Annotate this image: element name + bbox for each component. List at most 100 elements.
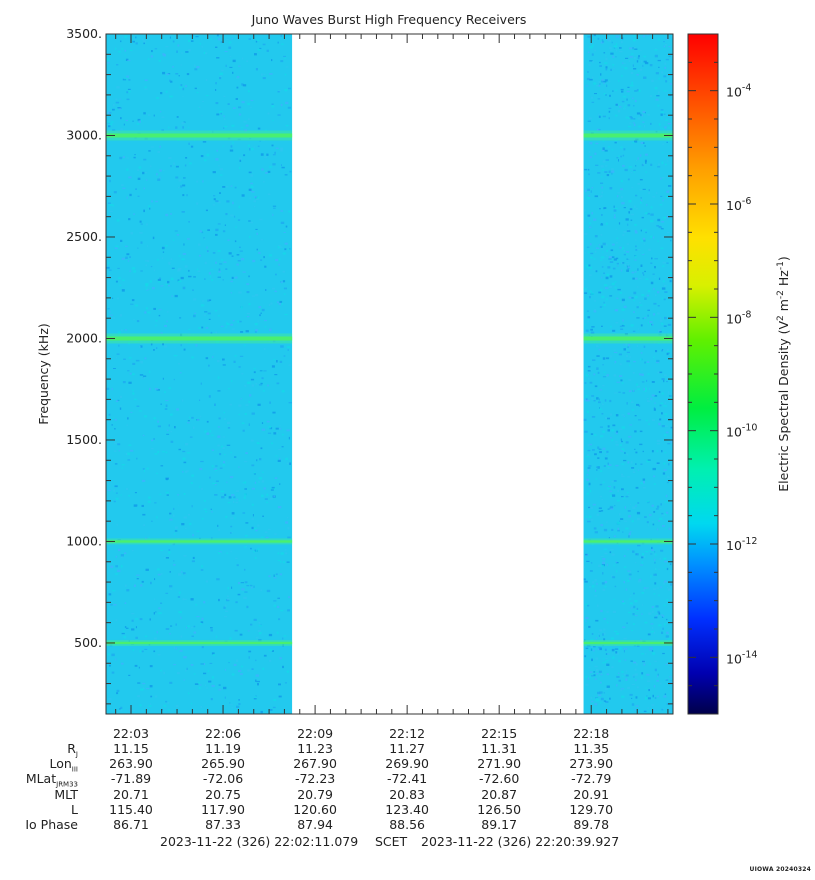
noise-speck: [235, 557, 238, 560]
noise-speck: [165, 477, 169, 480]
noise-speck: [591, 675, 594, 677]
noise-speck: [217, 315, 220, 317]
noise-speck: [262, 43, 266, 46]
noise-speck: [174, 426, 176, 429]
noise-speck: [642, 237, 646, 240]
noise-speck: [639, 430, 643, 433]
noise-speck: [250, 147, 254, 151]
noise-speck: [605, 658, 608, 660]
noise-speck: [243, 596, 247, 599]
noise-speck: [653, 356, 655, 359]
noise-speck: [120, 40, 122, 43]
noise-speck: [663, 75, 667, 78]
noise-speck: [113, 604, 117, 606]
noise-speck: [116, 524, 118, 526]
ephemeris-value: 271.90: [477, 756, 522, 772]
noise-speck: [623, 324, 625, 326]
noise-speck: [585, 329, 589, 332]
noise-speck: [616, 675, 620, 678]
ephemeris-label: LonIII: [49, 756, 78, 774]
noise-speck: [642, 486, 646, 489]
noise-speck: [657, 371, 661, 374]
noise-speck: [590, 243, 592, 246]
noise-speck: [591, 44, 594, 47]
noise-speck: [170, 80, 173, 83]
noise-speck: [268, 633, 273, 637]
noise-speck: [237, 260, 241, 262]
noise-speck: [609, 275, 613, 278]
noise-speck: [600, 674, 603, 676]
noise-speck: [603, 301, 605, 304]
noise-speck: [250, 547, 252, 550]
noise-speck: [664, 452, 667, 454]
noise-speck: [643, 388, 646, 391]
noise-speck: [597, 649, 600, 651]
noise-speck: [593, 373, 596, 376]
noise-speck: [646, 34, 649, 36]
noise-speck: [159, 145, 161, 148]
noise-speck: [584, 324, 587, 326]
noise-speck: [142, 513, 146, 516]
noise-speck: [656, 528, 659, 531]
noise-speck: [269, 34, 271, 36]
noise-speck: [201, 45, 203, 48]
noise-speck: [248, 423, 250, 426]
noise-speck: [644, 62, 649, 65]
noise-speck: [205, 209, 208, 212]
noise-speck: [665, 58, 669, 61]
noise-speck: [240, 258, 245, 261]
noise-speck: [130, 232, 133, 235]
noise-speck: [278, 263, 280, 266]
noise-speck: [639, 304, 643, 306]
noise-speck: [628, 435, 632, 438]
noise-speck: [628, 296, 632, 299]
noise-speck: [112, 297, 114, 299]
noise-speck: [273, 604, 276, 607]
noise-speck: [109, 310, 111, 313]
noise-speck: [650, 235, 653, 238]
noise-speck: [621, 496, 624, 498]
noise-speck: [642, 450, 644, 453]
noise-speck: [141, 688, 145, 690]
noise-speck: [230, 185, 233, 187]
noise-speck: [640, 240, 644, 242]
noise-speck: [603, 692, 605, 694]
noise-speck: [166, 73, 170, 76]
noise-speck: [637, 517, 640, 521]
noise-speck: [217, 524, 219, 527]
noise-speck: [123, 78, 127, 80]
noise-speck: [652, 694, 654, 698]
noise-speck: [628, 59, 630, 63]
noise-speck: [613, 374, 617, 377]
noise-speck: [177, 573, 182, 576]
noise-speck: [641, 381, 645, 383]
noise-speck: [120, 554, 124, 557]
noise-speck: [622, 154, 625, 157]
noise-speck: [590, 292, 595, 295]
noise-speck: [200, 304, 205, 307]
noise-speck: [633, 605, 636, 609]
noise-speck: [667, 638, 671, 640]
noise-speck: [613, 209, 617, 212]
noise-speck: [217, 223, 221, 225]
noise-speck: [637, 183, 641, 185]
noise-speck: [666, 475, 670, 478]
noise-speck: [605, 159, 609, 161]
ephemeris-value: 120.60: [293, 801, 337, 817]
noise-speck: [585, 395, 588, 397]
noise-speck: [601, 295, 605, 299]
noise-speck: [238, 413, 240, 415]
noise-speck: [115, 280, 118, 283]
noise-speck: [640, 197, 642, 199]
noise-speck: [614, 585, 617, 588]
noise-speck: [252, 259, 256, 263]
noise-speck: [599, 65, 602, 67]
noise-speck: [608, 485, 611, 487]
noise-speck: [598, 510, 602, 512]
noise-speck: [585, 675, 588, 678]
noise-speck: [660, 221, 665, 223]
noise-speck: [627, 266, 631, 268]
noise-speck: [149, 665, 153, 668]
noise-speck: [669, 376, 673, 378]
noise-speck: [273, 358, 275, 361]
